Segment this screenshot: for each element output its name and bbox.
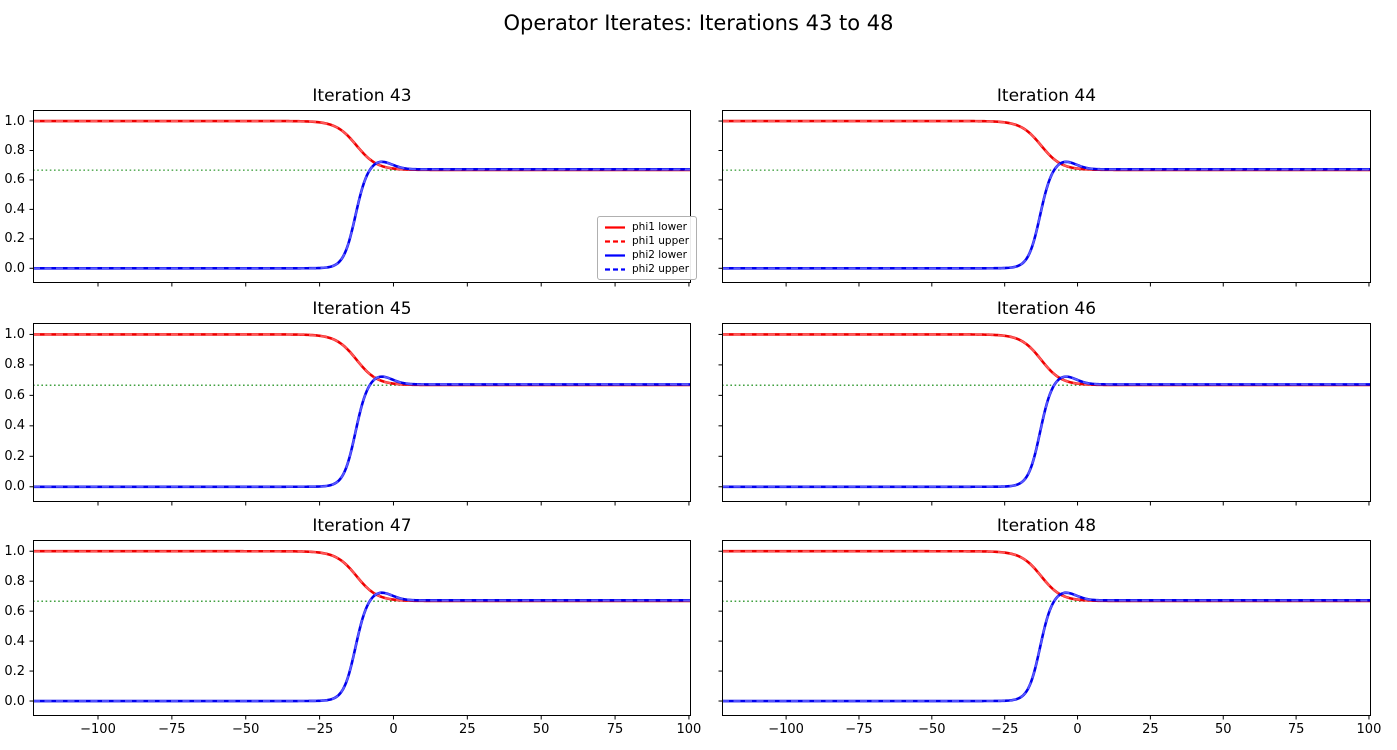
phi2-upper-curve — [33, 591, 691, 702]
figure-title: Operator Iterates: Iterations 43 to 48 — [503, 11, 894, 35]
legend-swatch-dashed-line-icon — [605, 267, 625, 271]
legend-label: phi1 lower — [632, 221, 687, 233]
y-tick-label: 0.0 — [4, 260, 25, 276]
legend-label: phi2 lower — [632, 249, 687, 261]
subplot-iteration-44-title: Iteration 44 — [996, 86, 1097, 106]
axis-frame — [33, 323, 691, 502]
phi1-upper-curve — [722, 120, 1371, 171]
phi2-upper-curve — [33, 160, 691, 270]
legend-swatch-solid-line-icon — [605, 253, 625, 257]
subplot-iteration-48-title: Iteration 48 — [996, 516, 1097, 536]
phi2-lower-curve — [722, 591, 1371, 703]
subplot-iteration-45 — [29, 323, 691, 506]
x-tick-label: 75 — [606, 722, 624, 737]
phi1-lower-curve — [33, 119, 691, 172]
y-tick-label: 0.4 — [4, 201, 25, 217]
phi1-lower-curve — [33, 549, 691, 603]
subplot-iteration-45-title: Iteration 45 — [312, 299, 412, 319]
phi2-upper-curve — [722, 375, 1371, 488]
subplot-iteration-48 — [718, 540, 1371, 720]
legend-swatch-solid-line-icon — [605, 225, 625, 229]
axis-frame — [33, 540, 691, 716]
x-tick-label: 0 — [389, 722, 398, 737]
y-tick-label: 0.8 — [4, 142, 25, 158]
axis-frame — [722, 323, 1371, 502]
x-tick-label: −25 — [990, 722, 1019, 737]
phi1-upper-curve — [33, 550, 691, 602]
y-tick-label: 0.2 — [4, 663, 25, 679]
legend-entry-phi2-upper: phi2 upper — [604, 263, 689, 275]
x-tick-label: 100 — [1356, 722, 1382, 737]
y-tick-label: 1.0 — [4, 326, 25, 342]
phi2-lower-curve — [33, 591, 691, 703]
legend: phi1 lower phi1 upper phi2 lower phi2 upper — [597, 216, 698, 280]
subplot-iteration-44 — [718, 110, 1371, 287]
phi2-upper-curve — [33, 375, 691, 488]
axis-frame — [722, 540, 1371, 716]
phi1-lower-curve — [722, 119, 1371, 172]
legend-entry-phi1-lower: phi1 lower — [604, 221, 689, 233]
legend-entry-phi2-lower: phi2 lower — [604, 249, 689, 261]
x-tick-label: −100 — [80, 722, 116, 737]
legend-label: phi2 upper — [632, 263, 690, 275]
phi1-lower-curve — [33, 333, 691, 387]
subplot-iteration-46 — [718, 323, 1371, 506]
y-tick-label: 0.2 — [4, 448, 25, 464]
phi1-upper-curve — [722, 333, 1371, 386]
x-tick-label: −75 — [158, 722, 186, 737]
phi2-upper-curve — [722, 160, 1371, 270]
y-tick-label: 0.8 — [4, 357, 25, 373]
y-tick-label: 0.4 — [4, 633, 25, 649]
y-tick-label: 0.6 — [4, 387, 25, 403]
phi2-lower-curve — [33, 375, 691, 489]
x-tick-label: −50 — [232, 722, 260, 737]
phi1-lower-curve — [722, 333, 1371, 387]
phi2-lower-curve — [722, 160, 1371, 270]
x-tick-label: 50 — [1214, 722, 1232, 737]
x-tick-label: −50 — [918, 722, 946, 737]
y-tick-label: 0.0 — [4, 693, 25, 709]
axis-frame — [722, 110, 1371, 283]
subplot-iteration-43 — [29, 110, 691, 287]
subplot-iteration-46-title: Iteration 46 — [996, 299, 1097, 319]
x-tick-label: 0 — [1073, 722, 1082, 737]
phi2-lower-curve — [722, 375, 1371, 489]
subplot-iteration-43-title: Iteration 43 — [312, 86, 412, 106]
phi1-upper-curve — [33, 120, 691, 171]
legend-entry-phi1-upper: phi1 upper — [604, 235, 689, 247]
y-tick-label: 1.0 — [4, 543, 25, 559]
phi2-lower-curve — [33, 160, 691, 270]
phi1-upper-curve — [722, 550, 1371, 602]
y-tick-label: 1.0 — [4, 113, 25, 129]
x-tick-label: 50 — [532, 722, 550, 737]
x-tick-label: 100 — [676, 722, 702, 737]
phi1-lower-curve — [722, 549, 1371, 603]
x-tick-label: 25 — [1142, 722, 1159, 737]
legend-label: phi1 upper — [632, 235, 690, 247]
x-tick-label: −25 — [305, 722, 334, 737]
legend-swatch-dashed-line-icon — [605, 239, 625, 243]
subplot-iteration-47 — [29, 540, 691, 720]
x-tick-label: 75 — [1287, 722, 1305, 737]
x-tick-label: −75 — [845, 722, 873, 737]
y-tick-label: 0.8 — [4, 573, 25, 589]
y-tick-label: 0.6 — [4, 172, 25, 188]
axis-frame — [33, 110, 691, 283]
y-tick-label: 0.4 — [4, 418, 25, 434]
x-tick-label: 25 — [459, 722, 476, 737]
phi1-upper-curve — [33, 333, 691, 386]
y-tick-label: 0.2 — [4, 231, 25, 247]
y-tick-label: 0.6 — [4, 603, 25, 619]
y-tick-label: 0.0 — [4, 479, 25, 495]
subplot-iteration-47-title: Iteration 47 — [312, 516, 412, 536]
x-tick-label: −100 — [768, 722, 804, 737]
phi2-upper-curve — [722, 591, 1371, 702]
